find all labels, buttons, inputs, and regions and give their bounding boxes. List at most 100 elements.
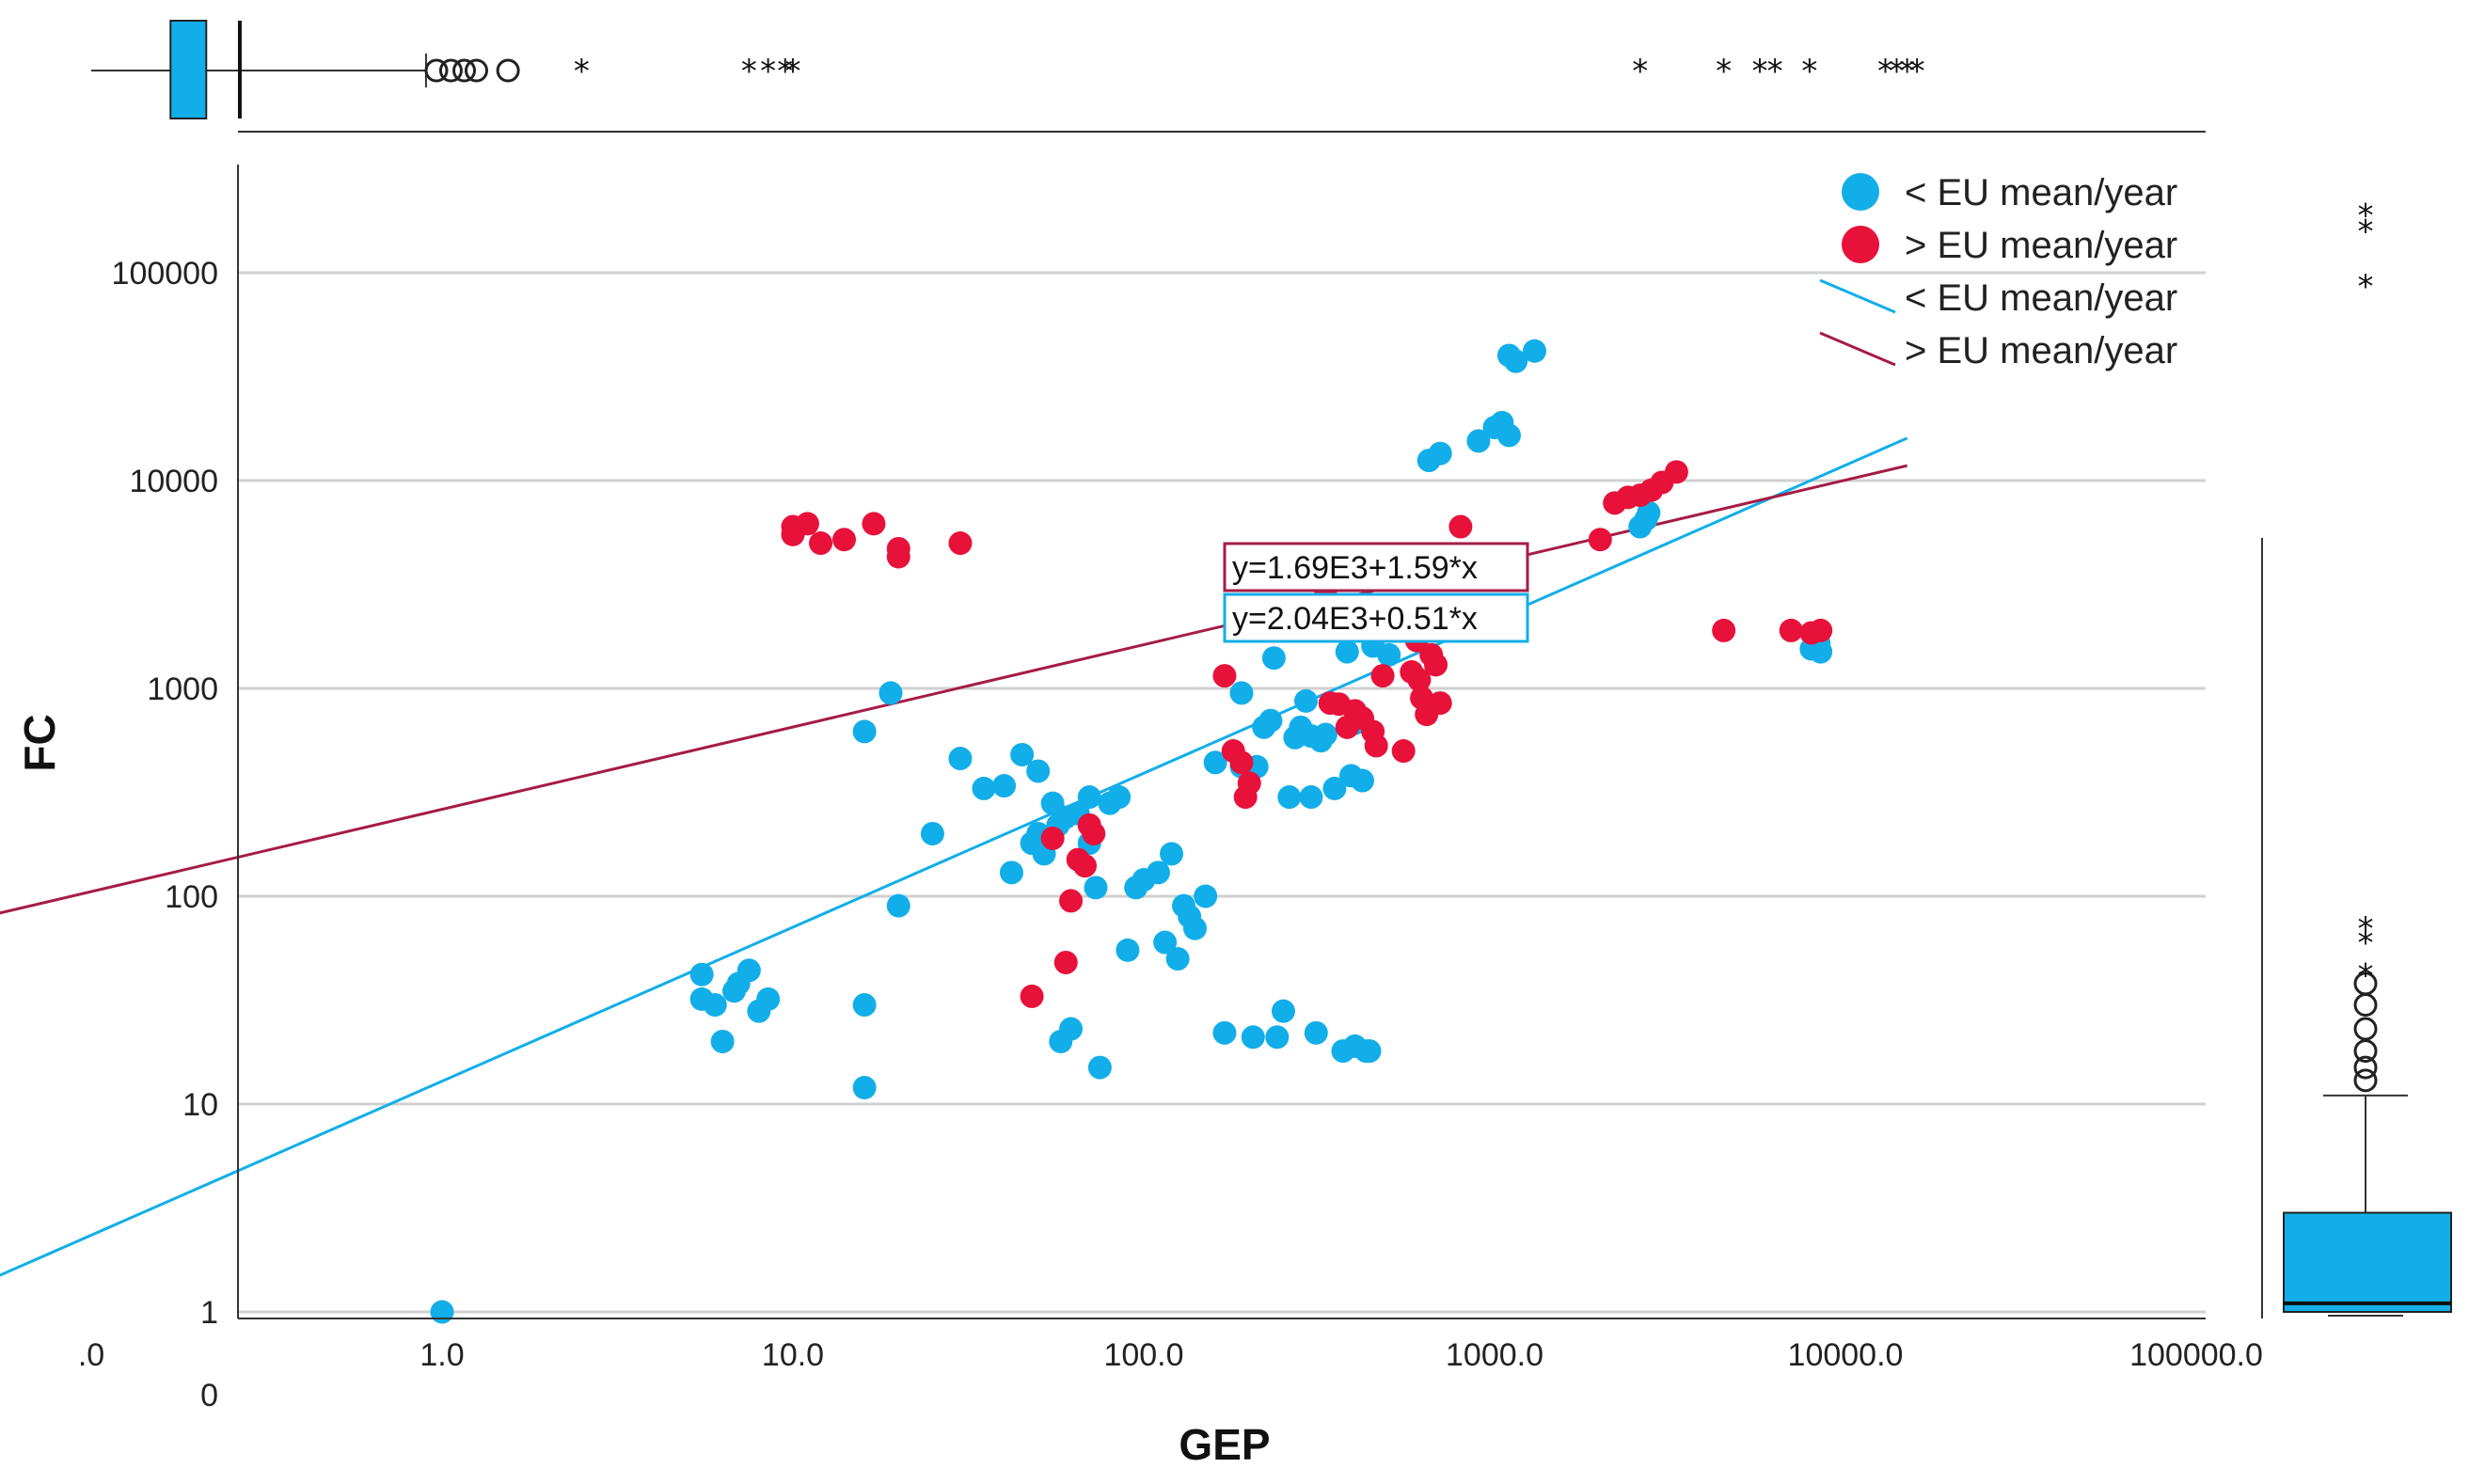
right-boxplot-outlier-star: * [2358, 268, 2374, 306]
legend-label: < EU mean/year [1905, 277, 2177, 319]
legend-line [1819, 278, 1896, 314]
data-point [736, 958, 761, 983]
y-tick-label: 0 [200, 1378, 218, 1413]
fit-lines [0, 436, 1908, 1277]
data-points [430, 339, 1833, 1324]
data-point [1194, 884, 1218, 908]
y-tick-label: 1 [200, 1295, 218, 1331]
data-point [1466, 429, 1491, 453]
data-point [689, 962, 714, 987]
gridlines [238, 271, 2206, 1314]
equation-label: y=1.69E3+1.59*x [1232, 550, 1478, 586]
right-boxplot-outlier-circle [2353, 971, 2378, 996]
data-point [1496, 423, 1521, 448]
data-point [1293, 688, 1318, 713]
data-point [1084, 876, 1108, 900]
top-boxplot-outlier-star: * [1632, 53, 1648, 90]
data-point [1504, 349, 1528, 373]
data-point [1265, 1025, 1290, 1050]
top-boxplot-outlier-star: * [1751, 53, 1767, 90]
x-tick-label: 10.0 [762, 1337, 824, 1373]
data-point [1082, 821, 1106, 845]
legend-marker [1842, 226, 1879, 263]
equation-box [1223, 542, 1529, 592]
data-point [1077, 785, 1101, 810]
data-point [1322, 776, 1347, 800]
data-point [862, 512, 886, 536]
data-point [1407, 668, 1432, 692]
data-point [1271, 999, 1295, 1023]
equation-box [1223, 592, 1529, 643]
data-point [948, 747, 973, 771]
data-point [1165, 947, 1190, 971]
right-boxplot-outlier-star: * [2358, 213, 2374, 251]
data-point [1261, 646, 1286, 671]
x-tick-label: 1000.0 [1446, 1337, 1543, 1373]
right-boxplot: ****** [2261, 197, 2452, 1318]
data-point [1053, 950, 1078, 974]
data-point [1087, 1055, 1112, 1080]
right-boxplot-outlier-circle [2353, 1017, 2378, 1041]
data-point [1448, 514, 1473, 539]
data-point [1160, 842, 1184, 866]
y-tick-labels: 0 1 10 100 1000 10000 100000 [112, 256, 218, 1413]
top-boxplot-outlier-circle [465, 58, 489, 83]
legend-label: > EU mean/year [1905, 225, 2177, 266]
data-point [1229, 750, 1254, 775]
data-point [878, 681, 903, 705]
data-point [1428, 441, 1452, 466]
data-point [1010, 742, 1035, 766]
data-point [1020, 984, 1044, 1008]
data-point [1153, 930, 1178, 955]
top-boxplot-outlier-star: * [1877, 53, 1893, 90]
data-point [1377, 642, 1401, 667]
data-point [1712, 618, 1736, 642]
data-point [999, 860, 1023, 885]
top-boxplot-outlier-star: * [574, 53, 590, 90]
data-point [1428, 691, 1452, 716]
top-boxplot-outlier-star: * [1899, 53, 1915, 90]
y-tick-label: 100000 [112, 256, 218, 292]
top-boxplot-outlier-star: * [785, 53, 801, 90]
data-point [1809, 618, 1833, 642]
data-point [1212, 664, 1237, 688]
data-point [1364, 734, 1388, 758]
data-point [1809, 639, 1833, 664]
top-boxplot-outlier-star: * [1889, 53, 1905, 90]
data-point [948, 531, 973, 556]
top-boxplot-outlier-star: * [1909, 53, 1925, 90]
fit-line [0, 436, 1908, 1277]
right-boxplot-outlier-circle [2353, 1039, 2378, 1064]
data-point [1107, 785, 1132, 810]
y-tick-label: 100 [165, 879, 218, 915]
data-point [1313, 722, 1337, 747]
data-point [430, 1300, 454, 1324]
legend-label: < EU mean/year [1905, 172, 2177, 213]
top-boxplot-outlier-circle [424, 58, 449, 83]
y-tick-label: 1000 [147, 671, 218, 707]
data-point [1523, 339, 1547, 363]
data-point [1357, 1039, 1382, 1064]
data-point [886, 893, 910, 918]
x-axis-title: GEP [1179, 1420, 1270, 1469]
legend-marker [1842, 173, 1879, 211]
top-boxplot-outlier-star: * [1801, 53, 1817, 90]
x-tick-label: .0 [78, 1337, 104, 1373]
data-point [1299, 785, 1323, 810]
data-point [1258, 708, 1283, 733]
data-point [1350, 768, 1374, 793]
y-axis-title: FC [15, 714, 64, 771]
right-boxplot-box [2283, 1211, 2452, 1313]
axes [237, 165, 2206, 1319]
data-point [1241, 1025, 1265, 1050]
y-tick-label: 10000 [129, 464, 218, 499]
top-boxplot-outlier-circle [496, 58, 520, 83]
legend-line [1819, 331, 1896, 367]
top-boxplot-outlier-circle [438, 58, 463, 83]
data-point [809, 531, 833, 556]
legend: < EU mean/year > EU mean/year < EU mean/ye… [1819, 172, 2177, 371]
data-point [972, 776, 996, 800]
equation-label: y=2.04E3+0.51*x [1232, 601, 1478, 637]
data-point [920, 821, 944, 845]
